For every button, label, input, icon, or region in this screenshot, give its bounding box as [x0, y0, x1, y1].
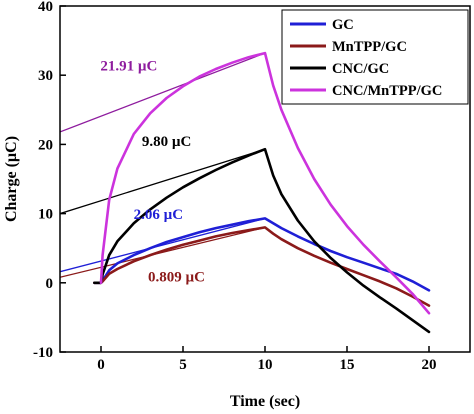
series-lines [93, 51, 431, 334]
y-axis-title: Charge (µC) [3, 136, 20, 222]
y-tick-label: 10 [38, 207, 53, 223]
x-tick-label: 20 [422, 357, 437, 373]
legend: GC MnTPP/GC CNC/GC CNC/MnTPP/GC [281, 9, 469, 105]
legend-label: CNC/MnTPP/GC [332, 83, 442, 99]
legend-label: CNC/GC [332, 61, 389, 77]
charge-annotation: 9.80 µC [142, 134, 191, 150]
fit-line-gc [60, 217, 266, 273]
y-tick-label: -10 [33, 345, 53, 361]
x-tick-label: 5 [179, 357, 187, 373]
x-tick-label: 10 [258, 357, 273, 373]
axis-ticks: 0 5 10 15 20 -10 0 10 20 30 40 [33, 0, 437, 373]
legend-label: GC [332, 17, 354, 33]
charge-annotation: 0.809 µC [148, 269, 205, 285]
y-tick-label: 30 [38, 68, 53, 84]
annotations: 21.91 µC 9.80 µC 2.06 µC 0.809 µC [100, 58, 205, 285]
series-line-mntpp-gc [93, 226, 431, 307]
legend-box [281, 9, 469, 105]
fit-line-mntpp-gc [60, 226, 266, 278]
plot-layer [59, 5, 471, 353]
x-tick-label: 15 [340, 357, 355, 373]
series-line-cnc-gc [93, 147, 431, 334]
x-axis-title: Time (sec) [230, 393, 300, 410]
series-line-gc [93, 217, 431, 292]
fit-line-cnc-gc [60, 148, 266, 215]
y-tick-label: 40 [38, 0, 53, 15]
y-tick-label: 0 [46, 276, 54, 292]
fit-lines [60, 52, 266, 278]
charge-annotation: 2.06 µC [134, 207, 183, 223]
charge-annotation: 21.91 µC [100, 58, 157, 74]
fit-line-cnc-mntpp-gc [60, 52, 266, 133]
legend-label: MnTPP/GC [332, 39, 407, 55]
y-tick-label: 20 [38, 137, 53, 153]
series-line-cnc-mntpp-gc [99, 51, 431, 315]
x-tick-label: 0 [97, 357, 105, 373]
